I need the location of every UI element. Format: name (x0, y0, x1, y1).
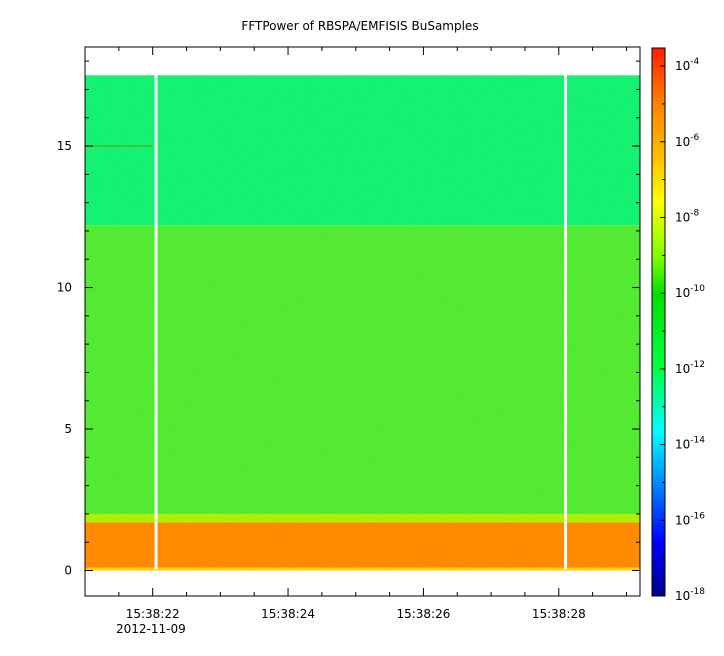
data-gap-1 (564, 75, 568, 570)
x-tick-label: 15:38:22 (126, 607, 180, 621)
y-tick-label: 15 (57, 139, 72, 153)
colorbar-tick-label: 10-12 (675, 360, 705, 376)
colorbar-gradient (651, 47, 666, 597)
colorbar-tick-label: 10-18 (675, 587, 705, 603)
plot-area (84, 46, 641, 597)
colorbar-tick-label: 10-8 (675, 208, 700, 224)
y-tick-label: 10 (57, 281, 72, 295)
x-tick-label: 15:38:24 (261, 607, 315, 621)
x-axis: 15:38:22 15:38:24 15:38:26 15:38:28 (118, 47, 627, 621)
noise-texture (85, 75, 640, 570)
chart-title: FFTPower of RBSPA/EMFISIS BuSamples (241, 19, 478, 33)
colorbar-tick-label: 10-10 (675, 284, 705, 300)
colorbar-tick-label: 10-16 (675, 511, 705, 527)
y-axis: 0 5 10 15 (57, 60, 640, 578)
x-date-label: 2012-11-09 (116, 622, 186, 636)
y-tick-label: 0 (64, 564, 72, 578)
y-tick-label: 5 (64, 422, 72, 436)
colorbar-tick-label: 10-14 (675, 436, 705, 452)
x-tick-label: 15:38:28 (532, 607, 586, 621)
colorbar-tick-label: 10-6 (675, 133, 700, 149)
plot-frame (84, 46, 641, 597)
colorbar-tick-label: 10-4 (675, 57, 700, 73)
x-tick-label: 15:38:26 (396, 607, 450, 621)
colorbar: 10-18 10-16 10-14 10-12 10-10 10-8 10-6 10-4 (651, 47, 705, 603)
data-gap-0 (154, 75, 158, 570)
